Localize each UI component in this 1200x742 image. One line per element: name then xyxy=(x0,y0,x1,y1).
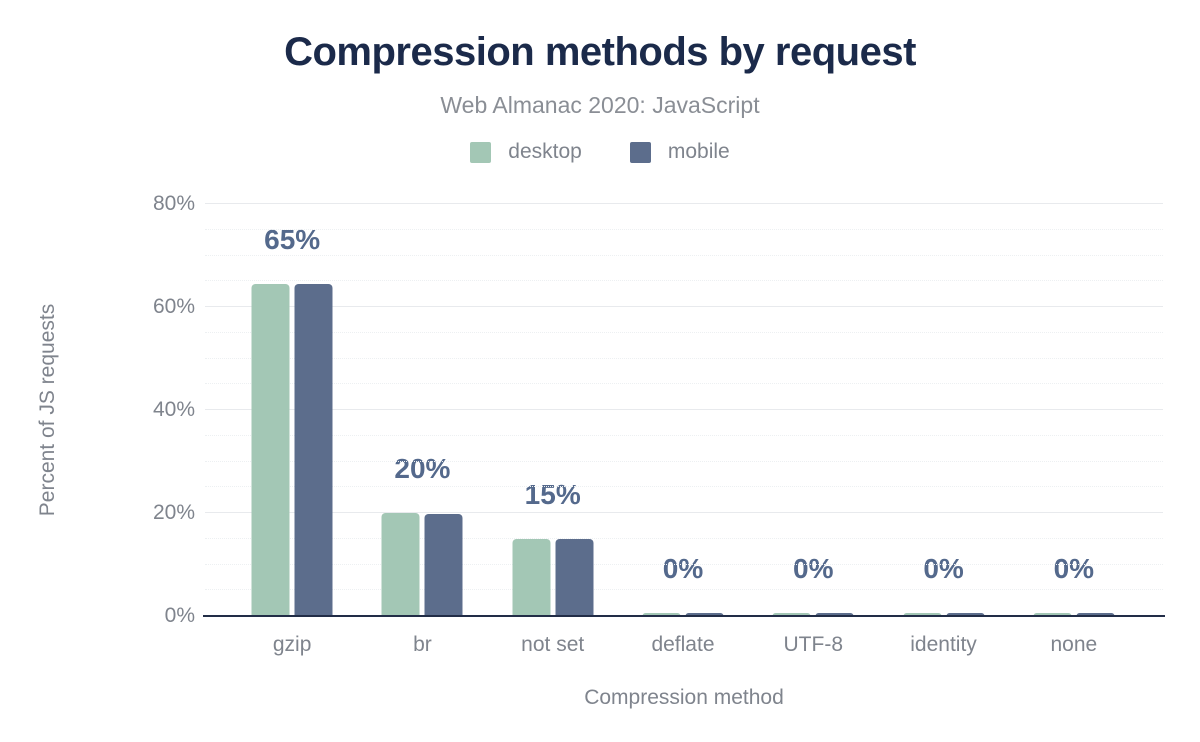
category-group-identity: 0% identity xyxy=(878,204,1008,656)
bar-mobile xyxy=(555,538,594,616)
bar-pair xyxy=(642,613,724,616)
bar-value-label: 65% xyxy=(264,223,321,255)
gridline-minor xyxy=(205,331,1163,333)
legend-item-mobile: mobile xyxy=(629,140,730,164)
x-category-label: br xyxy=(413,633,432,656)
bar-value-label: 0% xyxy=(662,553,704,584)
category-group-UTF-8: 0% UTF-8 xyxy=(748,204,878,656)
gridline-minor xyxy=(205,537,1163,539)
y-tick-label: 60% xyxy=(152,295,195,318)
bar-mobile xyxy=(685,613,724,616)
x-axis-title: Compression method xyxy=(584,686,784,709)
category-group-not-set: 15% not set xyxy=(488,204,618,656)
gridline-major xyxy=(205,512,1163,513)
chart-subtitle: Web Almanac 2020: JavaScript xyxy=(440,92,760,118)
legend: desktop mobile xyxy=(0,140,1200,164)
gridline-minor xyxy=(205,280,1163,282)
legend-swatch-mobile xyxy=(629,141,651,163)
bar-desktop xyxy=(381,513,420,616)
bar-pair xyxy=(251,283,333,616)
bar-desktop xyxy=(642,613,681,616)
x-category-label: gzip xyxy=(272,633,312,656)
category-group-br: 20% br xyxy=(357,204,487,656)
x-category-label: deflate xyxy=(651,633,715,656)
bar-value-label: 0% xyxy=(793,553,834,584)
category-group-deflate: 0% deflate xyxy=(618,204,748,656)
y-tick-label: 80% xyxy=(152,192,195,215)
x-category-label: none xyxy=(1050,633,1098,656)
bar-mobile xyxy=(424,513,463,616)
bar-mobile xyxy=(1076,613,1115,616)
gridline-minor xyxy=(205,460,1163,462)
bar-groups: 65% gzip 20% br 15% not set 0% deflate 0% UTF-8 0%… xyxy=(227,204,1139,656)
gridline-minor xyxy=(205,254,1163,256)
bar-desktop xyxy=(772,613,811,616)
gridline-major xyxy=(205,203,1163,204)
gridline-minor xyxy=(205,383,1163,385)
legend-swatch-desktop xyxy=(470,141,492,163)
gridline-minor xyxy=(205,589,1163,591)
bar-pair xyxy=(381,513,463,616)
legend-label-mobile: mobile xyxy=(667,140,730,163)
plot-area: 65% gzip 20% br 15% not set 0% deflate 0% UTF-8 0%… xyxy=(153,193,1165,656)
y-tick-label: 20% xyxy=(152,501,195,524)
y-tick-label: 40% xyxy=(152,398,195,421)
gridline-minor xyxy=(205,228,1163,230)
legend-label-desktop: desktop xyxy=(508,140,582,163)
bar-desktop xyxy=(251,283,290,616)
bar-mobile xyxy=(815,613,854,616)
gridline-major xyxy=(205,306,1163,307)
gridline-minor xyxy=(205,486,1163,488)
bar-pair xyxy=(512,538,594,616)
bar-desktop xyxy=(903,613,942,616)
x-category-label: identity xyxy=(910,633,977,656)
y-axis-title: Percent of JS requests xyxy=(36,303,59,517)
bar-value-label: 0% xyxy=(1053,553,1095,584)
gridline-minor xyxy=(205,563,1163,565)
bar-value-label: 15% xyxy=(524,478,581,510)
y-tick-label: 0% xyxy=(164,604,195,627)
bar-desktop xyxy=(1033,613,1072,616)
category-group-gzip: 65% gzip xyxy=(227,204,357,656)
bar-pair xyxy=(772,613,854,616)
bar-value-label: 0% xyxy=(923,553,964,584)
gridline-minor xyxy=(205,434,1163,436)
gridline-minor xyxy=(205,357,1163,359)
bar-desktop xyxy=(512,538,551,616)
bar-mobile xyxy=(946,613,985,616)
gridline-major xyxy=(205,409,1163,410)
bar-mobile xyxy=(294,284,333,616)
legend-item-desktop: desktop xyxy=(470,140,582,164)
bar-pair xyxy=(1033,613,1115,616)
bar-value-label: 20% xyxy=(394,453,451,484)
x-category-label: UTF-8 xyxy=(783,633,844,656)
bar-pair xyxy=(903,613,985,616)
x-axis-line xyxy=(203,615,1165,617)
x-category-label: not set xyxy=(521,633,585,656)
chart-title: Compression methods by request xyxy=(284,30,916,74)
category-group-none: 0% none xyxy=(1009,204,1139,656)
